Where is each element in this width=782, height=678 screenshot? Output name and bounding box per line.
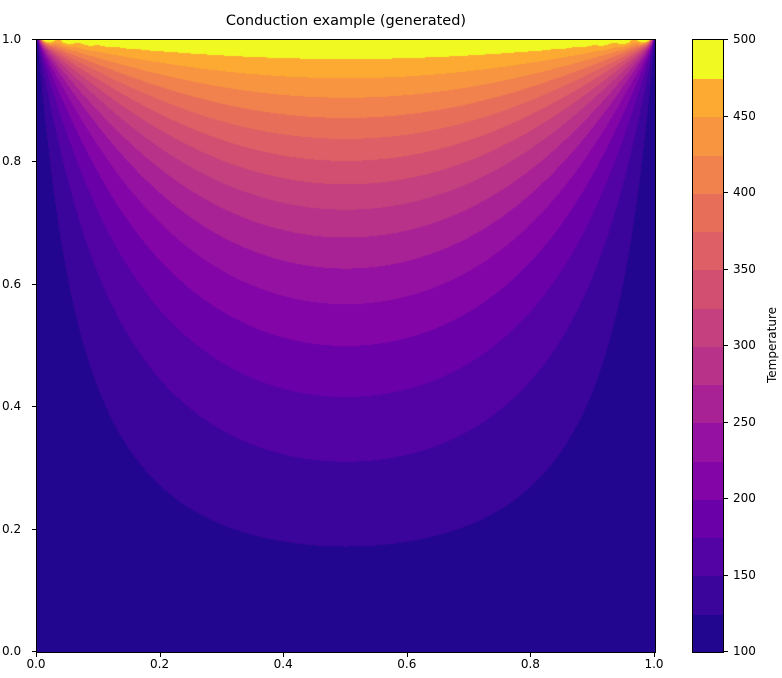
colorbar-tick xyxy=(724,651,728,652)
x-tick-label: 0.8 xyxy=(520,657,540,671)
colorbar-tick xyxy=(724,421,728,423)
y-tick xyxy=(32,161,36,163)
x-tick xyxy=(36,653,37,657)
colorbar-band xyxy=(693,575,723,615)
colorbar-tick xyxy=(724,574,728,576)
colorbar-tick xyxy=(724,498,728,499)
y-tick xyxy=(32,406,36,408)
colorbar-band xyxy=(693,613,723,653)
colorbar-band xyxy=(693,384,723,424)
colorbar-band xyxy=(693,422,723,462)
colorbar-band xyxy=(693,116,723,156)
colorbar-tick-label: 200 xyxy=(733,491,756,505)
colorbar-band xyxy=(693,40,723,79)
y-tick xyxy=(32,651,36,652)
colorbar-tick xyxy=(724,192,728,193)
x-tick-label: 0.4 xyxy=(273,657,293,671)
x-tick xyxy=(283,653,285,657)
colorbar-band xyxy=(693,154,723,194)
colorbar-tick-label: 250 xyxy=(733,414,756,429)
colorbar-band xyxy=(693,78,723,118)
contour-plot-area xyxy=(37,40,655,652)
x-tick xyxy=(530,653,532,657)
colorbar-tick-label: 150 xyxy=(733,567,756,582)
colorbar-band xyxy=(693,269,723,309)
x-tick-label: 1.0 xyxy=(644,657,664,671)
x-tick xyxy=(654,653,655,657)
y-tick-label: 0.2 xyxy=(2,521,22,536)
y-tick-label: 0.4 xyxy=(2,399,22,414)
colorbar-tick-label: 450 xyxy=(733,108,756,123)
y-tick xyxy=(32,39,36,40)
colorbar-band xyxy=(693,307,723,347)
x-tick xyxy=(159,653,161,657)
colorbar-band xyxy=(693,537,723,577)
y-tick xyxy=(32,283,36,285)
y-tick-label: 0.8 xyxy=(2,154,22,169)
x-tick-label: 0.6 xyxy=(397,657,417,671)
colorbar-tick-label: 350 xyxy=(733,261,756,276)
colorbar-tick xyxy=(724,115,728,117)
colorbar-band xyxy=(693,193,723,232)
y-tick xyxy=(32,528,36,530)
colorbar-tick xyxy=(724,39,728,40)
temperature-field xyxy=(37,40,655,652)
colorbar-band xyxy=(693,231,723,271)
colorbar-tick-label: 100 xyxy=(733,644,756,658)
colorbar xyxy=(693,40,723,653)
chart-title: Conduction example (generated) xyxy=(225,13,467,29)
colorbar-band xyxy=(693,460,723,500)
colorbar-tick xyxy=(724,345,728,346)
x-tick-label: 0.2 xyxy=(150,657,170,671)
colorbar-band xyxy=(693,499,723,538)
colorbar-band xyxy=(693,346,723,385)
x-tick xyxy=(406,653,408,657)
colorbar-tick-label: 300 xyxy=(733,338,756,352)
colorbar-tick-label: 500 xyxy=(733,32,756,46)
y-tick-label: 0.0 xyxy=(2,644,22,658)
colorbar-tick-label: 400 xyxy=(733,185,756,199)
x-tick-label: 0.0 xyxy=(26,657,46,671)
y-tick-label: 0.6 xyxy=(2,276,22,291)
colorbar-label: Temperature xyxy=(765,306,779,384)
y-tick-label: 1.0 xyxy=(2,32,22,46)
colorbar-tick xyxy=(724,268,728,270)
